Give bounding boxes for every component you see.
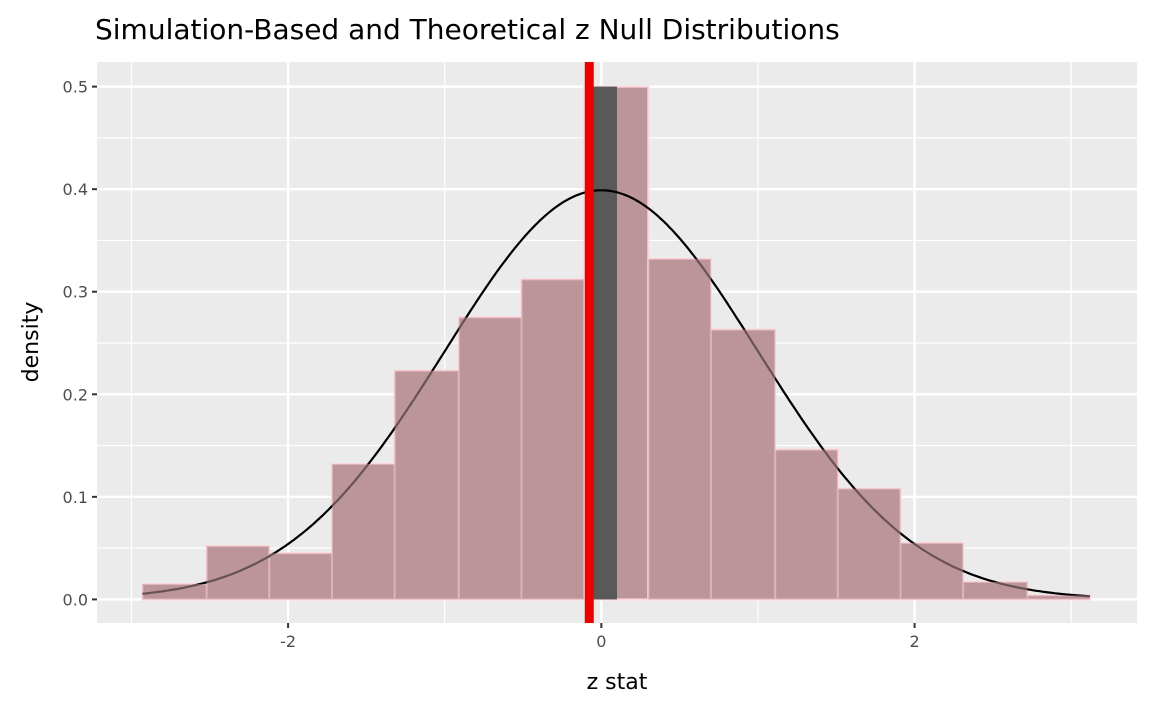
histogram-bar-overlay	[458, 317, 522, 600]
histogram-bar-overlay	[837, 488, 901, 600]
y-tick-label: 0.1	[63, 488, 88, 507]
histogram-bar-overlay	[900, 543, 964, 600]
histogram-bar-overlay	[521, 279, 585, 600]
histogram-bar-overlay	[394, 370, 459, 600]
y-tick-label: 0.2	[63, 385, 88, 404]
x-tick-label: 2	[909, 632, 919, 651]
histogram-bar-overlay	[963, 581, 1028, 600]
y-tick-label: 0.4	[63, 180, 88, 199]
y-tick-label: 0.0	[63, 590, 88, 609]
histogram-bar-overlay	[710, 329, 776, 600]
y-tick-label: 0.3	[63, 283, 88, 302]
x-tick-label: 0	[596, 632, 606, 651]
histogram-bar-overlay	[206, 546, 270, 600]
x-tick-label: -2	[280, 632, 296, 651]
y-axis-label: density	[19, 302, 44, 383]
shaded-p-value-region	[593, 86, 617, 600]
chart-title: Simulation-Based and Theoretical z Null …	[95, 13, 840, 46]
annotations	[142, 62, 1091, 623]
y-tick-label: 0.5	[63, 78, 88, 97]
histogram-bar-overlay	[269, 553, 332, 600]
histogram-bar-overlay	[648, 258, 711, 600]
axis-ticks: -2 0 2 0.0 0.1 0.2 0.3 0.4 0.5	[63, 78, 920, 651]
histogram-bar-overlay	[775, 449, 838, 600]
x-axis-label: z stat	[587, 670, 648, 695]
histogram-bar-overlay	[331, 464, 395, 600]
histogram-bar-overlay	[142, 584, 207, 600]
histogram-bar-overlay	[1027, 595, 1091, 600]
